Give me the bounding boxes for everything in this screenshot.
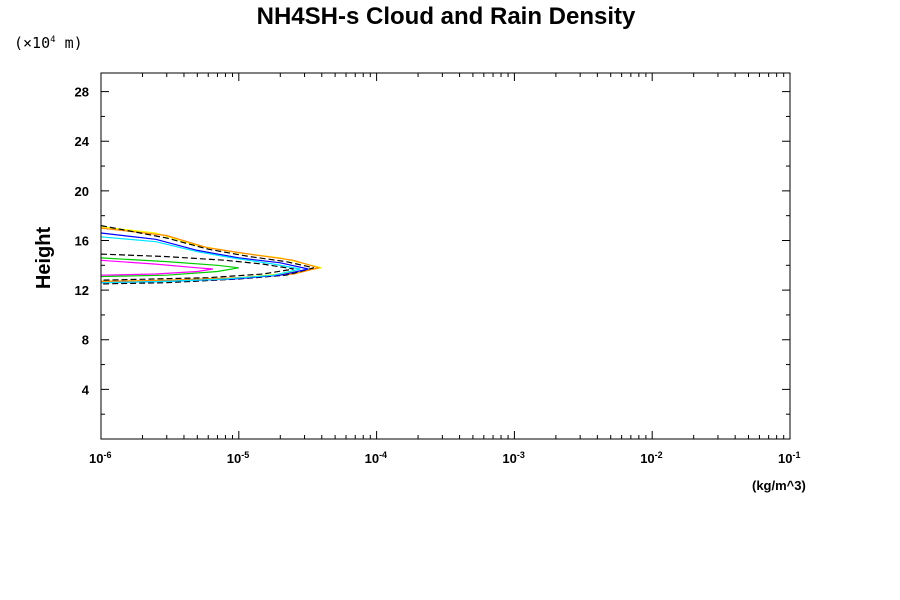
y-tick-label: 8 (82, 333, 89, 348)
density-curve-5 (100, 236, 301, 284)
x-tick-label: 10-1 (778, 450, 800, 466)
x-tick-label: 10-4 (365, 450, 387, 466)
plot-frame (100, 72, 791, 440)
density-curve-7 (100, 257, 239, 278)
y-axis-label: Height (33, 227, 55, 290)
y-tick-label: 12 (75, 283, 89, 298)
chart-title: NH4SH-s Cloud and Rain Density (257, 3, 636, 30)
x-unit-label: (kg/m^3) (752, 478, 806, 493)
x-tick-label: 10-5 (227, 450, 249, 466)
axes-group: 10-6 10-5 10-4 10-3 10-2 10-1 4 8 12 16 20 24 28 (75, 72, 800, 466)
x-tick-label: 10-2 (640, 450, 662, 466)
x-tick-label: 10-3 (502, 450, 524, 466)
density-curve-6 (100, 253, 294, 281)
density-curve-3 (100, 225, 314, 285)
curve-group (100, 225, 322, 285)
y-tick-label: 4 (82, 382, 90, 397)
density-curve-8 (100, 259, 214, 276)
y-tick-label: 20 (75, 184, 89, 199)
y-unit-label: (×104 m) (14, 34, 83, 52)
density-curve-2 (100, 227, 321, 282)
y-tick-label: 16 (75, 233, 89, 248)
y-tick-label: 28 (75, 85, 89, 100)
x-tick-label: 10-6 (89, 450, 111, 466)
y-tick-label: 24 (75, 134, 90, 149)
